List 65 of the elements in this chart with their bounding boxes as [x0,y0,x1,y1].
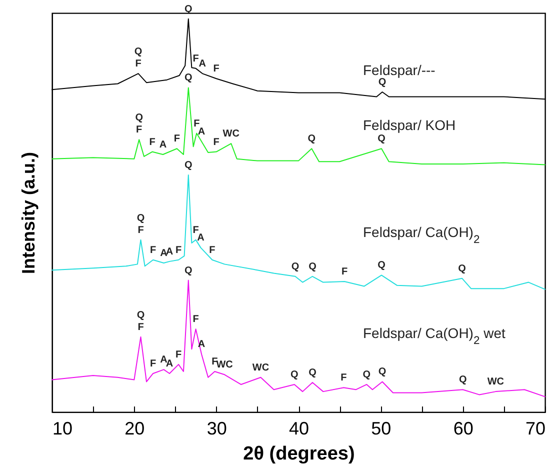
annotation: Q [184,72,193,84]
annotation: F [194,118,200,130]
annotation: A [160,248,168,260]
annotation: A [166,246,174,258]
annotation: F [136,124,142,136]
annotation: Q [134,46,142,58]
annotation: F [150,244,156,256]
annotation: F [149,136,156,148]
annotation: A [159,140,167,151]
x-tick-label: 30 [206,418,227,438]
annotation: Q [308,261,317,272]
annotation: F [150,358,156,370]
annotation: Q [184,160,193,171]
annotation: Q [136,310,145,321]
x-tick-label: 40 [288,418,310,438]
x-axis-title: 2θ (degrees) [243,444,355,464]
annotation: F [340,372,347,384]
annotation: Q [184,4,193,15]
annotation: WC [487,376,504,388]
annotation: Q [135,112,144,124]
annotation: Q [184,265,193,276]
annotation: A [198,126,206,138]
annotation: WC [252,362,270,374]
annotation: Q [136,212,145,224]
annotation: WC [222,128,240,140]
series-label: Feldspar/ KOH [363,117,456,133]
annotation: F [192,314,199,326]
annotation: Q [362,369,371,380]
annotation: Q [290,369,298,380]
annotation: Q [291,261,300,272]
annotation: F [212,356,218,368]
annotation: F [192,53,199,64]
annotation: A [197,232,204,244]
annotation: A [160,354,168,366]
annotation: Q [378,366,386,378]
annotation: F [209,244,216,256]
annotation: F [175,244,182,256]
x-tick-label: 10 [52,418,73,438]
annotation: Q [458,263,466,274]
annotation: F [138,224,144,236]
annotation: Q [378,134,386,145]
annotation: F [175,349,182,360]
annotation: WC [216,360,233,371]
annotation: F [213,64,220,75]
annotation: Q [378,77,386,88]
annotation: Q [378,260,386,272]
annotation: F [174,134,180,145]
annotation: F [135,58,142,70]
annotation: A [166,358,174,370]
annotation: Q [308,134,316,145]
x-tick-label: 50 [371,418,392,438]
x-tick-label: 70 [525,418,546,438]
text: Feldspar/ Ca(OH)$_{2}$ [363,224,480,246]
annotation: F [341,266,348,278]
x-tick-label: 20 [124,418,145,438]
x-tick-label: 60 [453,418,474,438]
text: Feldspar/ Ca(OH)$_{2}$ wet [363,325,506,347]
annotation: A [198,58,206,70]
y-axis-title: Intensity (a.u.) [18,152,38,274]
annotation: F [138,322,144,333]
series-label: Feldspar/--- [363,62,436,78]
annotation: Q [458,374,467,386]
annotation: F [192,224,199,236]
annotation: F [213,136,220,148]
annotation: Q [308,368,317,379]
